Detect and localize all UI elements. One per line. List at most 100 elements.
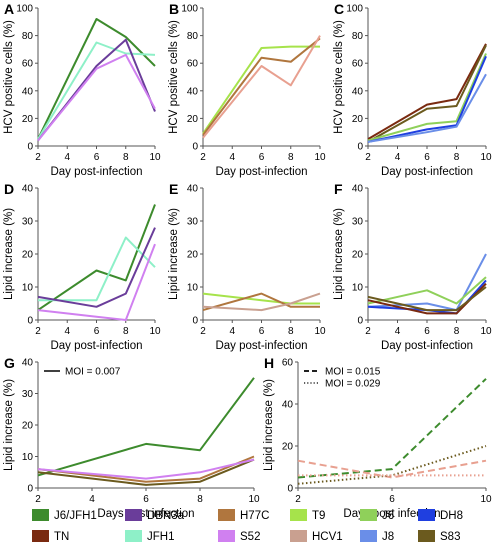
legend-swatch — [290, 530, 307, 542]
x-tick-label: 8 — [123, 326, 129, 337]
series-line — [37, 455, 255, 483]
legend-label: DBN3a — [147, 510, 185, 522]
y-axis-label: Lipid increase (%) — [3, 379, 15, 471]
x-tick-label: 8 — [454, 326, 460, 337]
legend-swatch — [32, 509, 49, 521]
x-tick-label: 6 — [424, 152, 430, 163]
x-tick-label: 8 — [288, 152, 294, 163]
y-axis-label: Lipid increase (%) — [3, 208, 15, 300]
y-tick-label: 20 — [22, 250, 34, 261]
x-tick-label: 8 — [288, 326, 294, 337]
y-tick-label: 0 — [27, 484, 33, 495]
series-line — [37, 53, 156, 142]
series-line — [202, 292, 320, 312]
panel-label: E — [169, 181, 178, 197]
x-tick-label: 10 — [248, 494, 260, 505]
x-tick-label: 2 — [365, 152, 371, 163]
panel-A: A 0 20 40 60 80 100 2 4 6 8 10 Day post-infection HCV… — [3, 1, 161, 178]
legend-label: J6/JFH1 — [54, 510, 97, 522]
y-tick-label: 10 — [22, 452, 34, 463]
series-line — [202, 45, 320, 135]
x-tick-label: 10 — [480, 494, 492, 505]
annotation-label: MOI = 0.029 — [325, 379, 381, 390]
y-tick-label: 80 — [187, 31, 199, 42]
y-tick-label: 40 — [352, 184, 364, 195]
series-line — [37, 227, 156, 308]
panel-label: D — [4, 181, 14, 197]
legend-label: T9 — [312, 510, 325, 522]
y-tick-label: 0 — [357, 142, 363, 153]
legend-label: JFH1 — [147, 531, 174, 543]
series-line — [37, 18, 156, 140]
x-axis-label: Day post-infection — [50, 340, 142, 352]
y-tick-label: 0 — [357, 316, 363, 327]
panel-label: F — [334, 181, 343, 197]
y-tick-label: 40 — [22, 86, 34, 97]
panel-G: G 0 10 20 30 40 2 4 6 8 10 Days post infection Lipid… — [3, 355, 260, 520]
y-tick-label: 60 — [352, 59, 364, 70]
y-tick-label: 20 — [187, 114, 199, 125]
x-tick-label: 10 — [480, 326, 492, 337]
y-tick-label: 0 — [192, 316, 198, 327]
series-line — [367, 44, 487, 143]
x-tick-label: 4 — [395, 152, 401, 163]
series-line — [37, 41, 156, 140]
x-axis-label: Day post-infection — [215, 166, 307, 178]
series-line — [367, 279, 487, 315]
x-tick-label: 10 — [149, 326, 161, 337]
series-line — [297, 445, 487, 485]
y-tick-label: 80 — [352, 31, 364, 42]
panel-label: H — [264, 355, 274, 371]
series-line — [297, 459, 487, 479]
series-line — [202, 292, 321, 312]
y-tick-label: 80 — [22, 31, 34, 42]
y-tick-label: 40 — [22, 358, 34, 369]
x-tick-label: 4 — [64, 326, 70, 337]
legend-swatch — [218, 530, 235, 542]
legend-swatch — [360, 509, 377, 521]
x-tick-label: 6 — [94, 152, 100, 163]
legend-swatch — [418, 530, 435, 542]
x-tick-label: 10 — [149, 152, 161, 163]
x-tick-label: 10 — [480, 152, 492, 163]
x-tick-label: 10 — [314, 152, 326, 163]
panel-C: C 0 20 40 60 80 100 2 4 6 8 10 Day post-infection HCV… — [333, 1, 492, 178]
x-tick-label: 2 — [200, 152, 206, 163]
series-line — [297, 378, 487, 479]
y-tick-label: 40 — [187, 86, 199, 97]
y-tick-label: 20 — [352, 114, 364, 125]
legend-swatch — [360, 530, 377, 542]
legend-label: H77C — [240, 510, 269, 522]
x-axis-label: Day post-infection — [50, 166, 142, 178]
x-tick-label: 4 — [64, 152, 70, 163]
series-line — [38, 236, 156, 302]
legend-swatch — [125, 509, 142, 521]
series-line — [367, 55, 487, 143]
series-line — [37, 377, 255, 477]
series-line — [37, 458, 255, 486]
y-tick-label: 40 — [22, 184, 34, 195]
series-line — [367, 43, 487, 140]
x-tick-label: 4 — [229, 326, 235, 337]
y-tick-label: 0 — [27, 142, 33, 153]
x-tick-label: 2 — [35, 152, 41, 163]
y-tick-label: 60 — [187, 59, 199, 70]
legend-label: S83 — [440, 531, 460, 543]
x-tick-label: 6 — [389, 494, 395, 505]
legend-swatch — [218, 509, 235, 521]
legend-label: HCV1 — [312, 531, 343, 543]
y-tick-label: 30 — [22, 217, 34, 228]
y-tick-label: 40 — [187, 184, 199, 195]
panel-F: F 0 10 20 30 40 2 4 6 8 10 Day post-infection Lipid … — [333, 181, 492, 352]
legend-swatch — [125, 530, 142, 542]
legend-swatch — [290, 509, 307, 521]
y-tick-label: 20 — [187, 250, 199, 261]
legend-label: J6 — [382, 510, 394, 522]
panel-label: B — [169, 1, 179, 17]
x-tick-label: 10 — [314, 326, 326, 337]
legend-label: TN — [54, 531, 69, 543]
panel-label: C — [334, 1, 344, 17]
x-tick-label: 6 — [259, 326, 265, 337]
